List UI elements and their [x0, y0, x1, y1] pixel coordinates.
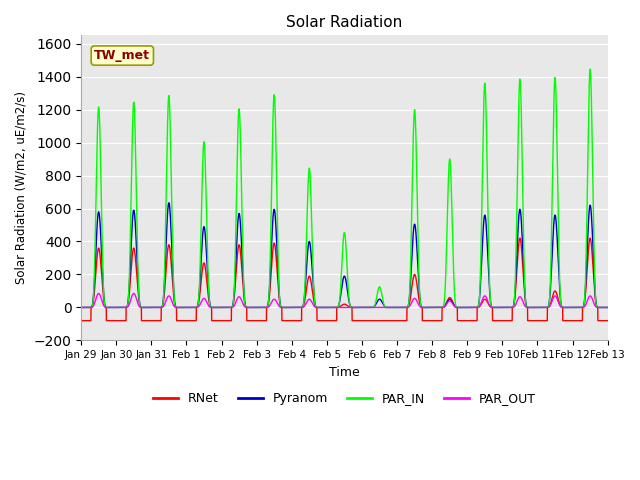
PAR_IN	[586, 66, 594, 72]
PAR_OUT	[492, 305, 500, 311]
Pyranom	[433, 305, 441, 311]
Legend: RNet, Pyranom, PAR_IN, PAR_OUT: RNet, Pyranom, PAR_IN, PAR_OUT	[148, 387, 541, 410]
PAR_IN	[603, 305, 611, 311]
Pyranom	[77, 305, 85, 311]
Y-axis label: Solar Radiation (W/m2, uE/m2/s): Solar Radiation (W/m2, uE/m2/s)	[15, 91, 28, 284]
RNet	[324, 318, 332, 324]
PAR_OUT	[77, 305, 85, 311]
PAR_IN	[77, 305, 85, 311]
PAR_OUT	[433, 305, 441, 311]
RNet	[492, 318, 500, 324]
Title: Solar Radiation: Solar Radiation	[286, 15, 403, 30]
RNet	[172, 304, 180, 310]
Text: TW_met: TW_met	[94, 49, 150, 62]
Line: PAR_IN: PAR_IN	[81, 69, 607, 308]
Pyranom	[172, 304, 180, 310]
RNet	[516, 235, 524, 241]
PAR_IN	[492, 305, 500, 311]
PAR_OUT	[604, 305, 611, 311]
PAR_OUT	[462, 305, 470, 311]
PAR_OUT	[603, 305, 611, 311]
Pyranom	[324, 305, 332, 311]
PAR_IN	[462, 305, 470, 311]
PAR_IN	[324, 305, 332, 311]
Pyranom	[603, 305, 611, 311]
Pyranom	[604, 305, 611, 311]
Line: RNet: RNet	[81, 238, 607, 321]
RNet	[604, 318, 611, 324]
RNet	[433, 318, 441, 324]
PAR_IN	[604, 305, 611, 311]
X-axis label: Time: Time	[329, 366, 360, 379]
Line: Pyranom: Pyranom	[81, 203, 607, 308]
RNet	[603, 318, 611, 324]
Pyranom	[165, 200, 173, 205]
PAR_IN	[172, 304, 180, 310]
Line: PAR_OUT: PAR_OUT	[81, 293, 607, 308]
PAR_OUT	[95, 290, 102, 296]
RNet	[77, 318, 85, 324]
Pyranom	[462, 305, 470, 311]
PAR_OUT	[172, 304, 180, 310]
PAR_IN	[433, 305, 441, 311]
RNet	[462, 318, 470, 324]
PAR_OUT	[324, 305, 332, 311]
Pyranom	[492, 305, 500, 311]
